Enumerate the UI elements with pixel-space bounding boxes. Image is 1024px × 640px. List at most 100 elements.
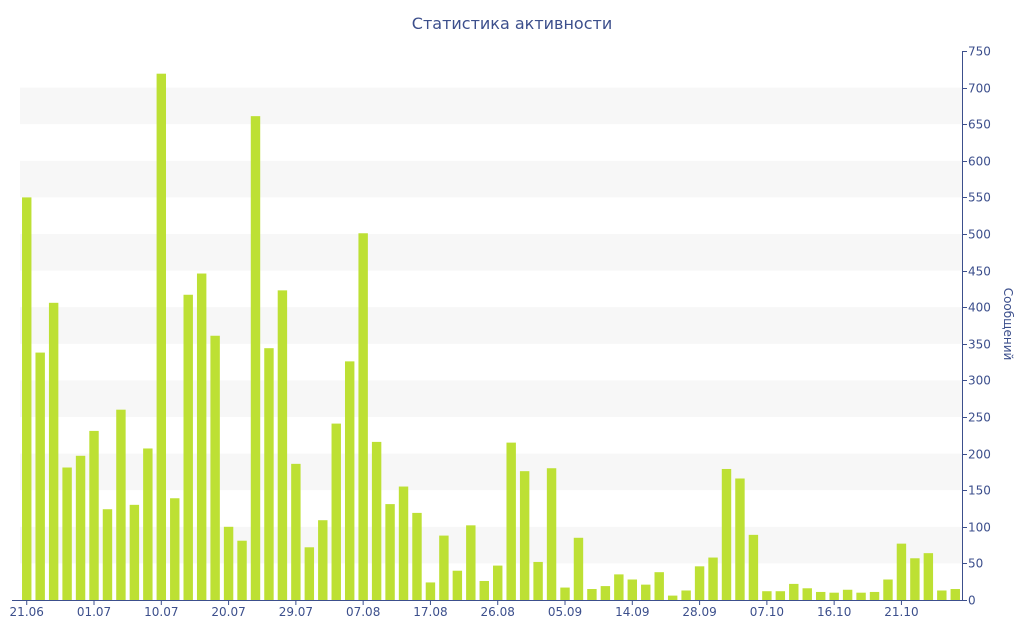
bar[interactable] xyxy=(708,557,718,600)
y-axis-title: Сообщений xyxy=(1001,288,1015,361)
bar[interactable] xyxy=(116,409,126,600)
bar[interactable] xyxy=(815,591,826,600)
bar[interactable] xyxy=(479,580,489,600)
bar[interactable] xyxy=(829,592,839,600)
bar[interactable] xyxy=(425,582,436,600)
bar[interactable] xyxy=(344,361,355,600)
bar[interactable] xyxy=(627,579,638,600)
grid-band xyxy=(20,307,962,344)
y-tick-label: 600 xyxy=(968,155,991,169)
bar[interactable] xyxy=(143,448,153,600)
grid-band xyxy=(20,87,962,125)
bar[interactable] xyxy=(546,468,557,600)
bar[interactable] xyxy=(466,525,476,600)
bar[interactable] xyxy=(694,566,705,600)
bar[interactable] xyxy=(721,468,732,600)
bar[interactable] xyxy=(789,583,799,600)
bar[interactable] xyxy=(519,471,530,600)
bar[interactable] xyxy=(950,589,960,600)
x-tick-label: 26.08 xyxy=(481,605,515,619)
bar[interactable] xyxy=(264,348,274,600)
bar[interactable] xyxy=(896,543,907,600)
y-tick-label: 50 xyxy=(968,557,983,571)
bar[interactable] xyxy=(493,565,503,600)
y-tick-label: 0 xyxy=(968,594,976,608)
bar[interactable] xyxy=(560,587,570,600)
bar[interactable] xyxy=(35,352,45,600)
bar[interactable] xyxy=(735,478,745,600)
grid-band xyxy=(20,234,962,271)
bar[interactable] xyxy=(412,512,422,600)
bar[interactable] xyxy=(75,455,86,600)
bar[interactable] xyxy=(170,498,180,600)
bar[interactable] xyxy=(641,584,651,600)
bar[interactable] xyxy=(842,589,853,600)
y-tick-label: 650 xyxy=(968,118,991,132)
bar[interactable] xyxy=(371,441,382,600)
x-tick-label: 01.07 xyxy=(77,605,111,619)
bar[interactable] xyxy=(748,534,759,600)
x-tick-label: 20.07 xyxy=(211,605,245,619)
bar[interactable] xyxy=(452,570,463,600)
bar[interactable] xyxy=(223,526,234,600)
bar[interactable] xyxy=(210,335,220,600)
bar[interactable] xyxy=(183,294,193,600)
bar[interactable] xyxy=(196,273,207,600)
bar[interactable] xyxy=(62,467,72,600)
bar[interactable] xyxy=(587,589,597,600)
x-tick-label: 14.09 xyxy=(615,605,649,619)
bar[interactable] xyxy=(600,586,611,600)
y-tick-label: 100 xyxy=(968,521,991,535)
grid-band xyxy=(20,160,962,198)
bar[interactable] xyxy=(398,486,409,600)
bar[interactable] xyxy=(573,537,584,600)
y-tick-label: 750 xyxy=(968,45,991,59)
bar[interactable] xyxy=(654,572,664,600)
bar[interactable] xyxy=(802,588,812,600)
bar[interactable] xyxy=(156,73,167,600)
bar[interactable] xyxy=(318,520,328,600)
bar[interactable] xyxy=(129,504,140,600)
bar[interactable] xyxy=(614,574,624,600)
y-tick-label: 200 xyxy=(968,448,991,462)
bar[interactable] xyxy=(89,430,99,600)
bar[interactable] xyxy=(250,116,261,600)
grid-band xyxy=(20,453,962,491)
bar[interactable] xyxy=(237,540,247,600)
y-tick-label: 350 xyxy=(968,338,991,352)
bar[interactable] xyxy=(869,591,880,600)
bar[interactable] xyxy=(291,463,301,600)
bar[interactable] xyxy=(506,442,516,600)
axes: 0 50 100 150 200 250 300 350 400 450 500 550 600 650 7… xyxy=(10,45,991,620)
bar[interactable] xyxy=(910,558,920,600)
bar[interactable] xyxy=(937,590,947,600)
bar[interactable] xyxy=(331,423,341,600)
bar[interactable] xyxy=(48,302,59,600)
x-tick-label: 10.07 xyxy=(144,605,178,619)
bar[interactable] xyxy=(762,591,772,600)
x-tick-label: 17.08 xyxy=(413,605,447,619)
bar[interactable] xyxy=(385,504,395,600)
bar[interactable] xyxy=(358,233,368,600)
bar[interactable] xyxy=(304,547,315,600)
chart-title: Статистика активности xyxy=(411,14,613,33)
y-tick-label: 150 xyxy=(968,484,991,498)
bar[interactable] xyxy=(439,535,449,600)
x-tick-label: 21.06 xyxy=(10,605,44,619)
bar[interactable] xyxy=(533,561,543,600)
bar[interactable] xyxy=(277,290,288,600)
bar[interactable] xyxy=(923,553,934,600)
bars xyxy=(22,73,960,600)
bar[interactable] xyxy=(883,579,893,600)
bar[interactable] xyxy=(775,591,786,600)
x-tick-label: 07.08 xyxy=(346,605,380,619)
y-tick-label: 700 xyxy=(968,82,991,96)
grid-band xyxy=(20,380,962,417)
bar[interactable] xyxy=(667,595,678,600)
bar[interactable] xyxy=(22,197,32,600)
bar[interactable] xyxy=(102,509,113,600)
bar[interactable] xyxy=(681,590,691,600)
y-tick-label: 550 xyxy=(968,191,991,205)
bar[interactable] xyxy=(856,592,866,600)
